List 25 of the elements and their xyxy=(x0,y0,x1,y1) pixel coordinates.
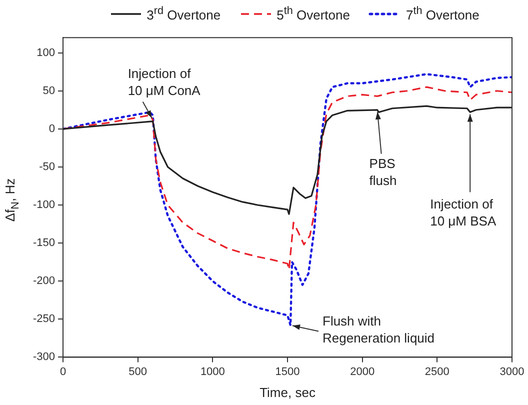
y-tick-label: 100 xyxy=(36,46,56,59)
x-tick-label: 3000 xyxy=(500,366,524,378)
annotation: Injection of 10 μM BSA xyxy=(430,196,496,228)
x-axis-title: Time, sec xyxy=(260,384,316,400)
y-tick-label: -250 xyxy=(32,313,56,326)
line-series xyxy=(63,86,512,270)
x-tick-label: 500 xyxy=(128,366,148,378)
y-tick-label: -100 xyxy=(32,199,56,212)
annotation: Injection of 10 μM ConA xyxy=(128,66,201,98)
x-tick-label: 2500 xyxy=(424,366,450,378)
x-tick-label: 2000 xyxy=(350,366,375,378)
y-tick-label: -50 xyxy=(39,160,56,173)
y-tick-label: 0 xyxy=(48,122,56,135)
legend-label: 7$^{th}$ Overtone xyxy=(406,5,480,23)
y-tick-label: 50 xyxy=(42,84,56,97)
legend-label: 5$^{th}$ Overtone xyxy=(276,5,350,23)
x-tick-label: 1500 xyxy=(275,366,300,378)
annotation: Flush with Regeneration liquid xyxy=(322,313,435,346)
annotation: PBS flush xyxy=(369,156,397,188)
legend-label: 3$^{rd}$ Overtone xyxy=(146,5,221,23)
y-tick-label: -300 xyxy=(32,351,56,364)
x-tick-label: 0 xyxy=(60,366,66,378)
y-tick-label: -200 xyxy=(32,275,56,288)
x-tick-label: 1000 xyxy=(200,366,225,378)
y-tick-label: -150 xyxy=(32,237,56,250)
